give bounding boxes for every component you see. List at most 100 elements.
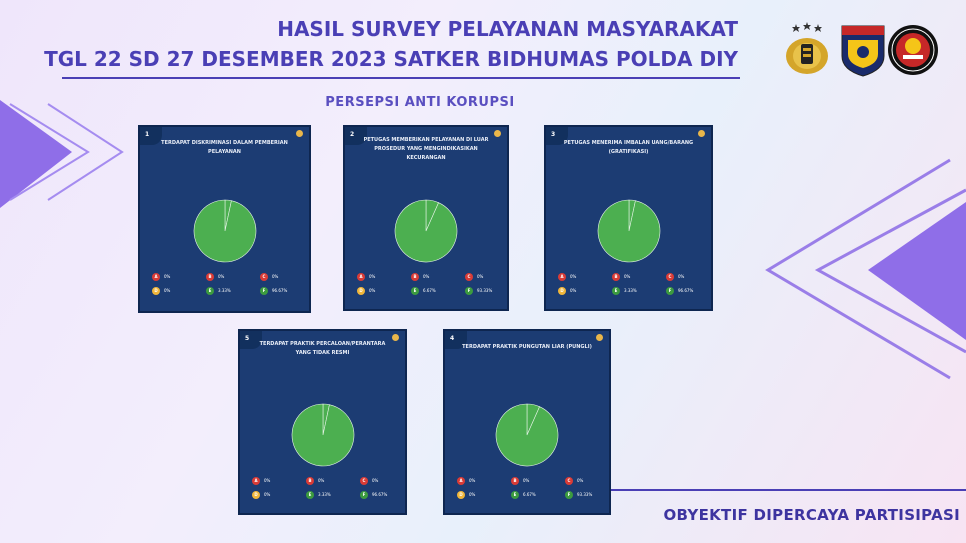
- pie-chart-card: 5 TERDAPAT PRAKTIK PERCALOAN/PERANTARA YA…: [238, 329, 407, 515]
- legend-percent: 0%: [678, 274, 685, 279]
- info-icon[interactable]: [698, 130, 705, 137]
- pie-chart-card: 2 PETUGAS MEMBERIKAN PELAYANAN DI LUAR PR…: [343, 125, 509, 311]
- legend-grade-badge: F: [260, 287, 268, 295]
- legend-grade-badge: F: [666, 287, 674, 295]
- legend-grade-badge: A: [457, 477, 465, 485]
- left-chevron-outline-1: [9, 103, 90, 201]
- polri-emblem-logo: [786, 22, 828, 74]
- footer-tagline: OBYEKTIF DIPERCAYA PARTISIPASI: [663, 506, 960, 524]
- card-number: 1: [140, 127, 162, 145]
- legend-grade-badge: C: [666, 273, 674, 281]
- legend-grade-badge: F: [360, 491, 368, 499]
- pie-legend: A 0% B 0% C 0% D 0% E 6.67% F 93.33%: [353, 273, 493, 297]
- title-line-1: HASIL SURVEY PELAYANAN MASYARAKAT: [277, 17, 738, 41]
- chart-title: PETUGAS MENERIMA IMBALAN UANG/BARANG (GR…: [563, 140, 694, 155]
- legend-percent: 93.33%: [477, 288, 493, 293]
- legend-percent: 3.33%: [218, 288, 231, 293]
- pie-legend: A 0% B 0% C 0% D 0% E 3.33% F 96.67%: [554, 273, 694, 297]
- info-icon[interactable]: [494, 130, 501, 137]
- left-triangle-shape: [0, 100, 72, 208]
- legend-grade-badge: E: [206, 287, 214, 295]
- legend-percent: 0%: [264, 492, 271, 497]
- title-line-2: TGL 22 SD 27 DESEMBER 2023 SATKER BIDHUM…: [44, 47, 738, 71]
- pie-legend: A 0% B 0% C 0% D 0% E 3.33% F 96.67%: [148, 273, 288, 297]
- legend-grade-badge: B: [511, 477, 519, 485]
- polda-diy-logo: [841, 25, 885, 77]
- legend-grade-badge: B: [411, 273, 419, 281]
- legend-grade-badge: E: [612, 287, 620, 295]
- legend-percent: 96.67%: [272, 288, 288, 293]
- chart-title: TERDAPAT DISKRIMINASI DALAM PEMBERIAN PE…: [161, 140, 288, 155]
- chart-title: TERDAPAT PRAKTIK PUNGUTAN LIAR (PUNGLI): [462, 344, 592, 350]
- right-triangle-shape: [868, 202, 966, 340]
- legend-grade-badge: A: [357, 273, 365, 281]
- pie-chart-card: 3 PETUGAS MENERIMA IMBALAN UANG/BARANG (G…: [544, 125, 713, 311]
- info-icon[interactable]: [296, 130, 303, 137]
- chart-title: PETUGAS MEMBERIKAN PELAYANAN DI LUAR PRO…: [363, 137, 489, 161]
- legend-percent: 0%: [577, 478, 584, 483]
- right-chevron-outline-2: [814, 188, 966, 354]
- card-number: 4: [445, 331, 467, 349]
- legend-percent: 0%: [164, 274, 171, 279]
- legend-grade-badge: C: [465, 273, 473, 281]
- card-number: 3: [546, 127, 568, 145]
- footer-rule: [610, 489, 966, 491]
- legend-grade-badge: B: [306, 477, 314, 485]
- pie-slice-f: [291, 403, 354, 467]
- legend-grade-badge: B: [612, 273, 620, 281]
- legend-grade-badge: C: [565, 477, 573, 485]
- legend-percent: 96.67%: [678, 288, 694, 293]
- pie-chart: [291, 403, 354, 467]
- pie-slice-f: [193, 199, 256, 263]
- legend-grade-badge: A: [152, 273, 160, 281]
- legend-percent: 0%: [469, 492, 476, 497]
- legend-percent: 6.67%: [423, 288, 436, 293]
- legend-percent: 0%: [477, 274, 484, 279]
- title-underline: [62, 77, 740, 79]
- legend-percent: 0%: [369, 274, 376, 279]
- pie-slice-f: [394, 199, 458, 263]
- legend-percent: 3.33%: [624, 288, 637, 293]
- legend-grade-badge: C: [360, 477, 368, 485]
- pie-legend: A 0% B 0% C 0% D 0% E 3.33% F 96.67%: [248, 477, 388, 501]
- bidhumas-logo: [888, 25, 938, 75]
- right-chevron-outline-1: [765, 158, 951, 380]
- legend-grade-badge: E: [411, 287, 419, 295]
- pie-chart: [394, 199, 458, 263]
- pie-chart-card: 4 TERDAPAT PRAKTIK PUNGUTAN LIAR (PUNGLI)…: [443, 329, 611, 515]
- pie-slice-f: [597, 199, 660, 263]
- pie-chart: [495, 403, 559, 467]
- legend-percent: 96.67%: [372, 492, 388, 497]
- legend-percent: 3.33%: [318, 492, 331, 497]
- left-chevron-outline-2: [47, 103, 124, 201]
- pie-legend: A 0% B 0% C 0% D 0% E 6.67% F 93.33%: [453, 477, 593, 501]
- legend-grade-badge: D: [558, 287, 566, 295]
- legend-percent: 0%: [369, 288, 376, 293]
- card-number: 2: [345, 127, 367, 145]
- legend-grade-badge: D: [457, 491, 465, 499]
- legend-percent: 0%: [372, 478, 379, 483]
- legend-percent: 93.33%: [577, 492, 593, 497]
- legend-percent: 0%: [272, 274, 279, 279]
- legend-percent: 0%: [469, 478, 476, 483]
- chart-title: TERDAPAT PRAKTIK PERCALOAN/PERANTARA YAN…: [259, 341, 386, 356]
- legend-percent: 0%: [164, 288, 171, 293]
- legend-percent: 0%: [624, 274, 631, 279]
- legend-grade-badge: E: [306, 491, 314, 499]
- pie-chart: [597, 199, 660, 263]
- legend-grade-badge: F: [465, 287, 473, 295]
- legend-grade-badge: B: [206, 273, 214, 281]
- pie-chart: [193, 199, 256, 263]
- legend-percent: 6.67%: [523, 492, 536, 497]
- legend-grade-badge: D: [152, 287, 160, 295]
- info-icon[interactable]: [392, 334, 399, 341]
- legend-percent: 0%: [570, 288, 577, 293]
- pie-slice-f: [495, 403, 559, 467]
- info-icon[interactable]: [596, 334, 603, 341]
- legend-percent: 0%: [423, 274, 430, 279]
- legend-grade-badge: D: [357, 287, 365, 295]
- legend-percent: 0%: [218, 274, 225, 279]
- legend-percent: 0%: [523, 478, 530, 483]
- legend-grade-badge: D: [252, 491, 260, 499]
